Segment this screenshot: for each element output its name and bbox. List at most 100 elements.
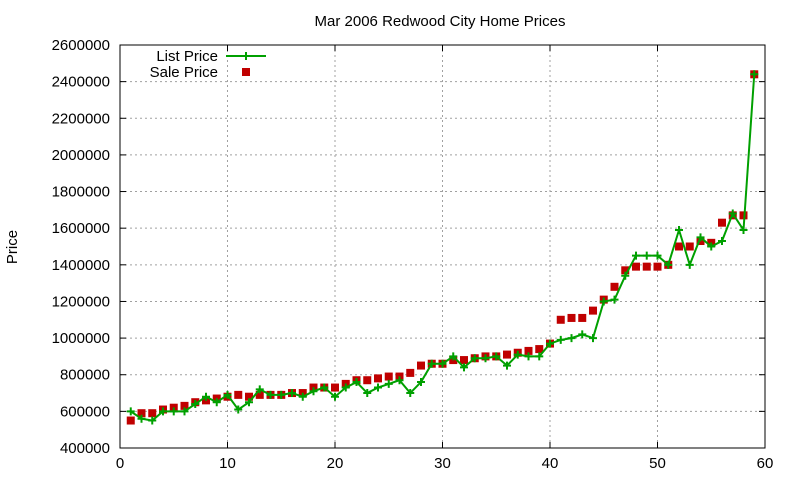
sale-price-point [524, 346, 533, 355]
sale-price-point [578, 313, 587, 322]
list-price-point [696, 233, 705, 242]
list-price-point [449, 352, 458, 361]
list-price-point [255, 385, 264, 394]
sale-price-point [718, 218, 726, 227]
sale-price-point [384, 372, 393, 381]
y-tick-label: 600000 [60, 403, 110, 420]
y-tick-label: 1800000 [52, 184, 110, 201]
list-price-point [180, 407, 189, 416]
list-price-point [309, 387, 318, 396]
x-tick-label: 0 [116, 455, 124, 472]
sale-price-point [137, 409, 146, 418]
list-price-point [148, 416, 157, 425]
axis-ticks: 0 10 20 30 40 50 60 400000 600000 800000 1000000 12… [52, 37, 774, 472]
list-price-point [546, 339, 554, 348]
list-price-point [664, 260, 673, 269]
list-price-point [191, 400, 200, 409]
legend-list-price-marker [242, 52, 250, 60]
list-price-point [438, 359, 447, 368]
list-price-point [513, 350, 522, 359]
x-tick-label: 10 [219, 455, 236, 472]
y-tick-label: 2200000 [52, 110, 110, 127]
list-price-point [374, 383, 382, 392]
sale-price-point [331, 383, 339, 392]
list-price-point [266, 390, 275, 399]
list-price-point [277, 390, 286, 399]
y-tick-label: 400000 [60, 440, 110, 457]
list-price-point [707, 242, 716, 251]
sale-price-point [245, 392, 253, 401]
sale-price-point [148, 409, 157, 418]
x-tick-label: 50 [649, 455, 666, 472]
x-tick-label: 30 [434, 455, 451, 472]
list-price-point [589, 334, 597, 343]
list-price-point [352, 378, 361, 387]
list-price-point [384, 379, 393, 388]
list-price-point [223, 390, 232, 399]
list-price-point [406, 389, 415, 398]
sale-price-point [685, 242, 694, 251]
list-price-point [632, 251, 640, 260]
sale-price-point [567, 313, 576, 322]
list-price-point [642, 251, 651, 260]
sale-price-point [535, 345, 544, 354]
list-price-point [578, 330, 587, 339]
sale-price-point [739, 211, 748, 220]
legend-sale-price-marker [242, 68, 250, 76]
x-tick-label: 20 [327, 455, 344, 472]
list-price-point [610, 295, 619, 304]
legend: List Price Sale Price [150, 48, 266, 81]
list-price-point [535, 352, 544, 361]
y-tick-label: 1000000 [52, 330, 110, 347]
y-tick-label: 800000 [60, 367, 110, 384]
list-price-point [234, 405, 243, 414]
x-tick-label: 60 [757, 455, 774, 472]
sale-price-point [642, 262, 651, 271]
list-price-point [395, 376, 404, 385]
list-price-point [718, 237, 726, 246]
sale-price-point [255, 390, 264, 399]
list-price-point [212, 398, 221, 407]
list-price-point [685, 260, 694, 269]
y-tick-label: 1200000 [52, 293, 110, 310]
series-layer [126, 70, 759, 425]
list-price-point [621, 271, 630, 280]
x-tick-label: 40 [542, 455, 559, 472]
legend-sale-price-label: Sale Price [150, 64, 218, 81]
sale-price-point [610, 282, 619, 291]
sale-price-point [675, 242, 683, 251]
list-price-point [288, 389, 296, 398]
list-price-point [320, 383, 329, 392]
sale-price-point [374, 374, 382, 383]
y-tick-label: 1400000 [52, 257, 110, 274]
list-price-point [739, 226, 748, 235]
list-price-point [331, 392, 339, 401]
y-tick-label: 1600000 [52, 220, 110, 237]
list-price-point [417, 378, 425, 387]
sale-price-point [589, 306, 597, 315]
sale-price-point [556, 315, 565, 324]
list-price-point [599, 297, 608, 306]
list-price-point [341, 383, 350, 392]
list-price-point [567, 334, 576, 343]
list-price-point [460, 363, 468, 372]
sale-price-point [632, 262, 640, 271]
y-tick-label: 2400000 [52, 74, 110, 91]
list-price-point [126, 407, 135, 416]
list-price-point [245, 398, 253, 407]
list-price-point [653, 251, 662, 260]
list-price-point [728, 209, 737, 218]
grid [120, 45, 765, 448]
list-price-point [492, 352, 501, 361]
list-price-point [524, 352, 533, 361]
plot-frame [119, 44, 766, 449]
y-tick-label: 2000000 [52, 147, 110, 164]
list-price-point [298, 392, 307, 401]
list-price-point [750, 70, 759, 79]
sale-price-point [180, 401, 189, 410]
list-price-point [427, 359, 436, 368]
list-price-point [169, 407, 178, 416]
sale-price-point [363, 376, 372, 385]
sale-price-point [460, 356, 468, 365]
